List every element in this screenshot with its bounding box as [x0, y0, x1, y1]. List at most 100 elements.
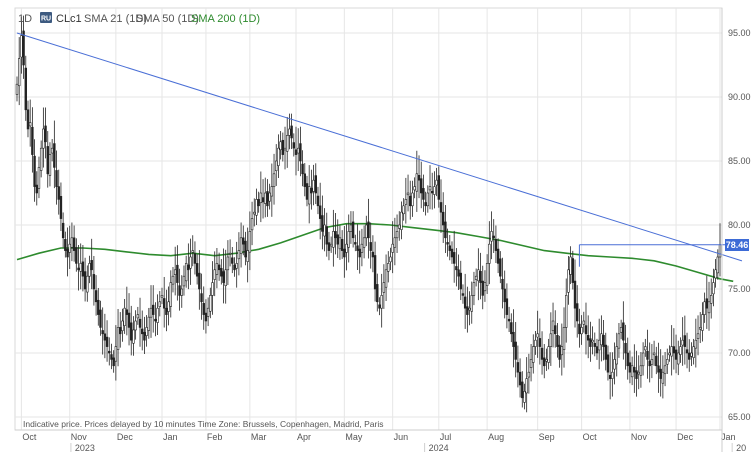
- candle-up: [167, 301, 170, 312]
- candle-up: [191, 250, 194, 253]
- candle-up: [400, 211, 403, 230]
- x-tick-label: Jul: [440, 432, 452, 442]
- candle-down: [626, 352, 629, 367]
- y-tick-label: 95.00: [728, 28, 751, 38]
- candle-down: [461, 293, 465, 296]
- candle-up: [393, 237, 397, 248]
- candle-down: [558, 344, 561, 360]
- y-tick-label: 70.00: [728, 348, 751, 358]
- candle-down: [303, 173, 306, 187]
- candle-up: [468, 307, 471, 311]
- candle-up: [681, 339, 684, 346]
- candle-down: [187, 264, 190, 271]
- candle-down: [33, 155, 36, 187]
- candle-up: [387, 263, 390, 272]
- candle-down: [573, 280, 577, 309]
- candle-up: [426, 192, 430, 207]
- candle-up: [472, 282, 476, 296]
- candle-up: [523, 391, 526, 403]
- candle-down: [463, 296, 467, 309]
- candle-down: [233, 264, 236, 271]
- candle-up: [549, 333, 553, 347]
- candle-up: [582, 320, 585, 325]
- candle-down: [127, 312, 131, 328]
- candle-up: [86, 275, 89, 293]
- candle-up: [270, 186, 274, 197]
- candle-down: [112, 357, 115, 367]
- candle-down: [220, 267, 223, 277]
- indicator-sma21[interactable]: SMA 21 (1D): [84, 13, 147, 25]
- candle-up: [362, 237, 366, 248]
- candle-up: [398, 224, 401, 229]
- candle-up: [206, 307, 210, 317]
- candle-down: [81, 261, 85, 277]
- candle-down: [521, 381, 524, 399]
- candle-up: [255, 199, 258, 216]
- candle-down: [376, 284, 379, 303]
- candle-down: [540, 347, 544, 360]
- candle-down: [75, 247, 78, 264]
- candle-down: [688, 352, 691, 360]
- candle-down: [105, 336, 109, 347]
- candle-up: [283, 147, 287, 151]
- candle-down: [198, 272, 201, 290]
- candle-down: [507, 318, 511, 322]
- candle-up: [527, 371, 531, 378]
- x-tick-label: Jun: [394, 432, 409, 442]
- candle-down: [281, 139, 285, 155]
- candle-down: [457, 269, 460, 277]
- candle-down: [138, 318, 142, 328]
- candle-up: [402, 205, 405, 215]
- candle-down: [292, 142, 296, 149]
- candle-up: [323, 224, 326, 237]
- candle-down: [97, 299, 100, 315]
- candle-up: [692, 346, 695, 358]
- candle-down: [294, 149, 298, 155]
- candle-down: [459, 272, 462, 290]
- candle-up: [483, 282, 487, 292]
- candle-down: [242, 237, 245, 245]
- candle-up: [580, 327, 583, 335]
- candle-down: [422, 188, 425, 200]
- candle-up: [147, 316, 151, 331]
- candle-up: [562, 327, 566, 350]
- candle-up: [288, 128, 291, 136]
- candle-down: [367, 221, 370, 239]
- candle-down: [59, 196, 63, 219]
- candle-down: [244, 240, 247, 258]
- candle-down: [200, 293, 203, 303]
- interval-label[interactable]: 1D: [18, 13, 32, 25]
- candle-up: [158, 301, 161, 307]
- candle-up: [565, 295, 568, 328]
- candle-down: [705, 298, 709, 309]
- candle-up: [235, 263, 238, 269]
- candle-down: [130, 322, 133, 341]
- candle-up: [435, 179, 438, 186]
- indicator-sma200[interactable]: SMA 200 (1D): [191, 13, 260, 25]
- candle-down: [94, 290, 98, 303]
- candle-down: [584, 325, 588, 335]
- candle-down: [481, 280, 484, 296]
- candle-down: [57, 186, 60, 200]
- candle-up: [50, 147, 54, 154]
- candle-down: [371, 251, 375, 258]
- candle-down: [622, 322, 625, 341]
- candle-up: [259, 192, 263, 204]
- candle-down: [499, 258, 502, 277]
- symbol-label[interactable]: CLc1: [56, 13, 82, 25]
- candle-down: [314, 175, 317, 194]
- candle-down: [356, 245, 359, 251]
- candle-up: [411, 192, 414, 207]
- candle-down: [301, 163, 304, 175]
- candle-down: [431, 190, 434, 194]
- candle-down: [450, 248, 454, 258]
- candle-up: [88, 263, 91, 277]
- candle-up: [149, 307, 153, 318]
- x-tick-label: Apr: [297, 432, 311, 442]
- candle-down: [351, 221, 355, 239]
- indicator-sma50[interactable]: SMA 50 (1D): [136, 13, 199, 25]
- candle-up: [567, 269, 570, 293]
